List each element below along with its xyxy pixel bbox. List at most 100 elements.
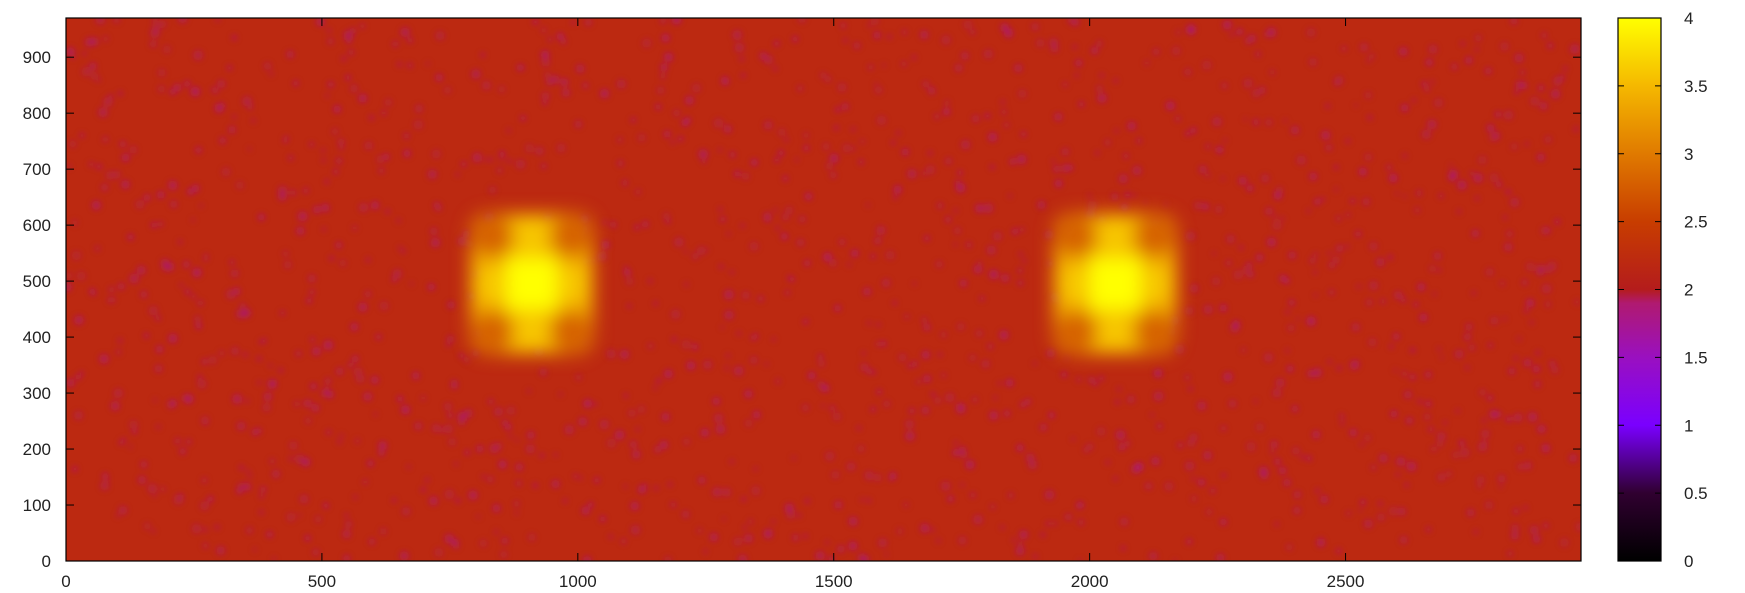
noise-speck: [933, 113, 941, 120]
noise-speck: [1474, 47, 1479, 52]
noise-speck: [1482, 439, 1487, 445]
noise-speck: [68, 140, 77, 148]
colorbar-tick-label: 1.5: [1684, 348, 1708, 367]
x-tick-label: 0: [61, 572, 70, 591]
noise-speck: [616, 79, 626, 89]
noise-speck: [104, 478, 109, 483]
noise-speck: [1365, 299, 1373, 307]
noise-speck: [575, 373, 583, 381]
noise-speck: [1017, 267, 1023, 274]
noise-speck: [236, 421, 246, 431]
noise-speck: [1251, 88, 1261, 98]
noise-speck: [1288, 299, 1295, 307]
noise-speck: [1201, 203, 1210, 211]
noise-speck: [1358, 507, 1363, 513]
noise-speck: [623, 393, 629, 398]
noise-speck: [155, 424, 161, 430]
noise-speck: [1003, 410, 1011, 417]
noise-speck: [1186, 538, 1193, 545]
noise-speck: [940, 331, 948, 339]
noise-speck: [1228, 399, 1237, 408]
noise-speck: [286, 50, 295, 59]
noise-speck: [1380, 298, 1386, 305]
noise-speck: [623, 265, 629, 270]
noise-speck: [732, 30, 743, 40]
noise-speck: [724, 365, 730, 371]
noise-speck: [952, 449, 960, 457]
noise-speck: [1360, 499, 1366, 506]
noise-speck: [551, 75, 560, 84]
noise-speck: [1152, 48, 1160, 56]
noise-speck: [599, 515, 606, 523]
noise-speck: [219, 137, 227, 144]
noise-speck: [1048, 412, 1055, 419]
noise-speck: [713, 118, 724, 129]
noise-speck: [316, 18, 325, 27]
noise-speck: [381, 110, 387, 116]
noise-speck: [98, 107, 108, 118]
noise-speck: [1321, 130, 1331, 140]
noise-speck: [1448, 163, 1454, 168]
noise-speck: [1426, 119, 1437, 130]
noise-speck: [1197, 478, 1205, 486]
noise-speck: [635, 427, 640, 432]
noise-speck: [524, 143, 535, 153]
noise-speck: [66, 272, 73, 279]
noise-speck: [1261, 174, 1270, 183]
noise-speck: [1511, 524, 1520, 533]
noise-speck: [734, 42, 745, 53]
x-tick-label: 2000: [1071, 572, 1109, 591]
noise-speck: [1017, 541, 1024, 548]
noise-speck: [483, 157, 489, 163]
noise-speck: [152, 397, 158, 403]
noise-speck: [481, 81, 491, 90]
noise-speck: [1517, 463, 1525, 471]
noise-speck: [1417, 283, 1426, 292]
noise-speck: [825, 451, 835, 461]
noise-speck: [1471, 290, 1477, 296]
noise-speck: [179, 448, 186, 455]
noise-speck: [251, 428, 259, 436]
noise-speck: [848, 516, 858, 526]
noise-speck: [1474, 34, 1482, 42]
noise-speck: [819, 71, 827, 79]
noise-speck: [201, 358, 208, 365]
noise-speck: [239, 302, 246, 310]
noise-speck: [1514, 89, 1519, 95]
noise-speck: [1243, 78, 1253, 89]
noise-speck: [718, 207, 723, 212]
noise-speck: [1574, 299, 1580, 305]
noise-speck: [922, 80, 930, 88]
noise-speck: [113, 18, 120, 24]
noise-speck: [243, 482, 251, 491]
noise-speck: [367, 460, 374, 467]
noise-speck: [957, 170, 963, 176]
noise-speck: [1541, 283, 1552, 294]
noise-speck: [954, 63, 963, 73]
noise-speck: [539, 453, 545, 459]
noise-speck: [777, 150, 785, 157]
noise-speck: [739, 56, 745, 62]
noise-speck: [1553, 76, 1563, 86]
noise-speck: [893, 194, 898, 200]
noise-speck: [803, 145, 810, 151]
noise-speck: [321, 226, 327, 232]
noise-speck: [953, 208, 959, 214]
noise-speck: [353, 367, 363, 377]
noise-speck: [1428, 44, 1438, 55]
noise-speck: [363, 392, 373, 402]
noise-speck: [634, 188, 642, 196]
noise-speck: [492, 504, 501, 513]
noise-speck: [831, 470, 840, 480]
noise-speck: [630, 501, 640, 511]
noise-speck: [969, 28, 976, 36]
hotspot-corner: [1133, 214, 1176, 257]
noise-speck: [1225, 259, 1232, 267]
noise-speck: [829, 171, 837, 179]
noise-speck: [1090, 46, 1099, 55]
noise-speck: [488, 157, 494, 162]
x-tick-label: 2500: [1327, 572, 1365, 591]
noise-speck: [118, 505, 128, 515]
noise-speck: [1000, 108, 1008, 116]
noise-speck: [391, 40, 399, 48]
